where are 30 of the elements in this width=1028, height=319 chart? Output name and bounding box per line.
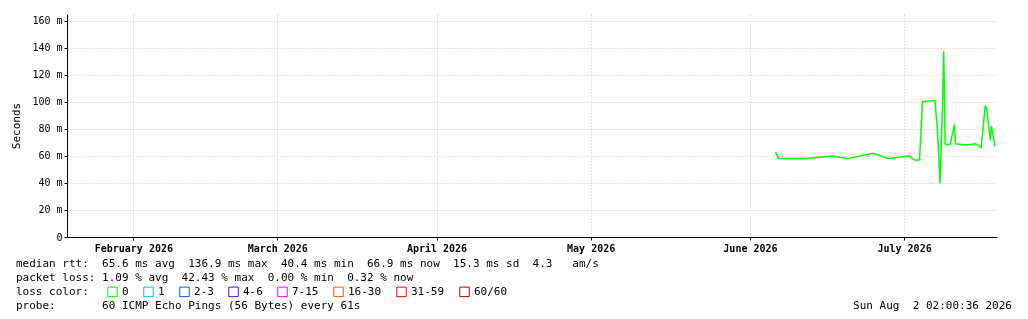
y-axis-title: Seconds	[10, 102, 24, 150]
y-tick-label: 100 m	[32, 96, 63, 108]
legend-label: 4-6	[243, 284, 263, 298]
legend-label: 7-15	[292, 284, 319, 298]
y-tick-label: 40 m	[38, 177, 63, 189]
legend-label: 0	[122, 284, 129, 298]
y-tick-label: 60 m	[38, 150, 63, 162]
text: median rtt: 65.6 ms avg 136.9 ms max 40.4 ms min 66.9 ms now 15.3 ms sd 4.3 am/s	[16, 257, 599, 270]
y-tick-label: 160 m	[32, 15, 63, 27]
legend-label: 2-3	[194, 284, 214, 298]
x-tick-label: June 2026	[723, 242, 778, 254]
text: Sun Aug 2 02:00:36 2026	[853, 299, 1012, 312]
x-tick-label: May 2026	[567, 242, 616, 254]
legend-label: 16-30	[348, 284, 382, 298]
legend-label: 1	[158, 284, 165, 298]
line-series	[774, 51, 996, 184]
x-tick-label: February 2026	[94, 242, 174, 254]
x-tick-label: March 2026	[247, 242, 308, 254]
text: packet loss: 1.09 % avg 42.43 % max 0.00 % min 0.32 % now	[16, 271, 414, 284]
legend-label: 31-59	[411, 284, 445, 298]
x-tick-label: April 2026	[406, 242, 468, 254]
y-tick-label: 120 m	[32, 69, 63, 81]
x-tick-label: July 2026	[877, 242, 932, 254]
text: probe: 60 ICMP Echo Pings (56 Bytes) every 61s	[16, 299, 361, 312]
y-tick-label: 0	[56, 231, 63, 243]
y-tick-label: 140 m	[32, 42, 63, 54]
y-tick-label: 80 m	[38, 123, 63, 135]
y-tick-label: 20 m	[38, 204, 63, 216]
legend-label: 60/60	[474, 284, 508, 298]
legend-title: loss color:	[16, 285, 89, 298]
